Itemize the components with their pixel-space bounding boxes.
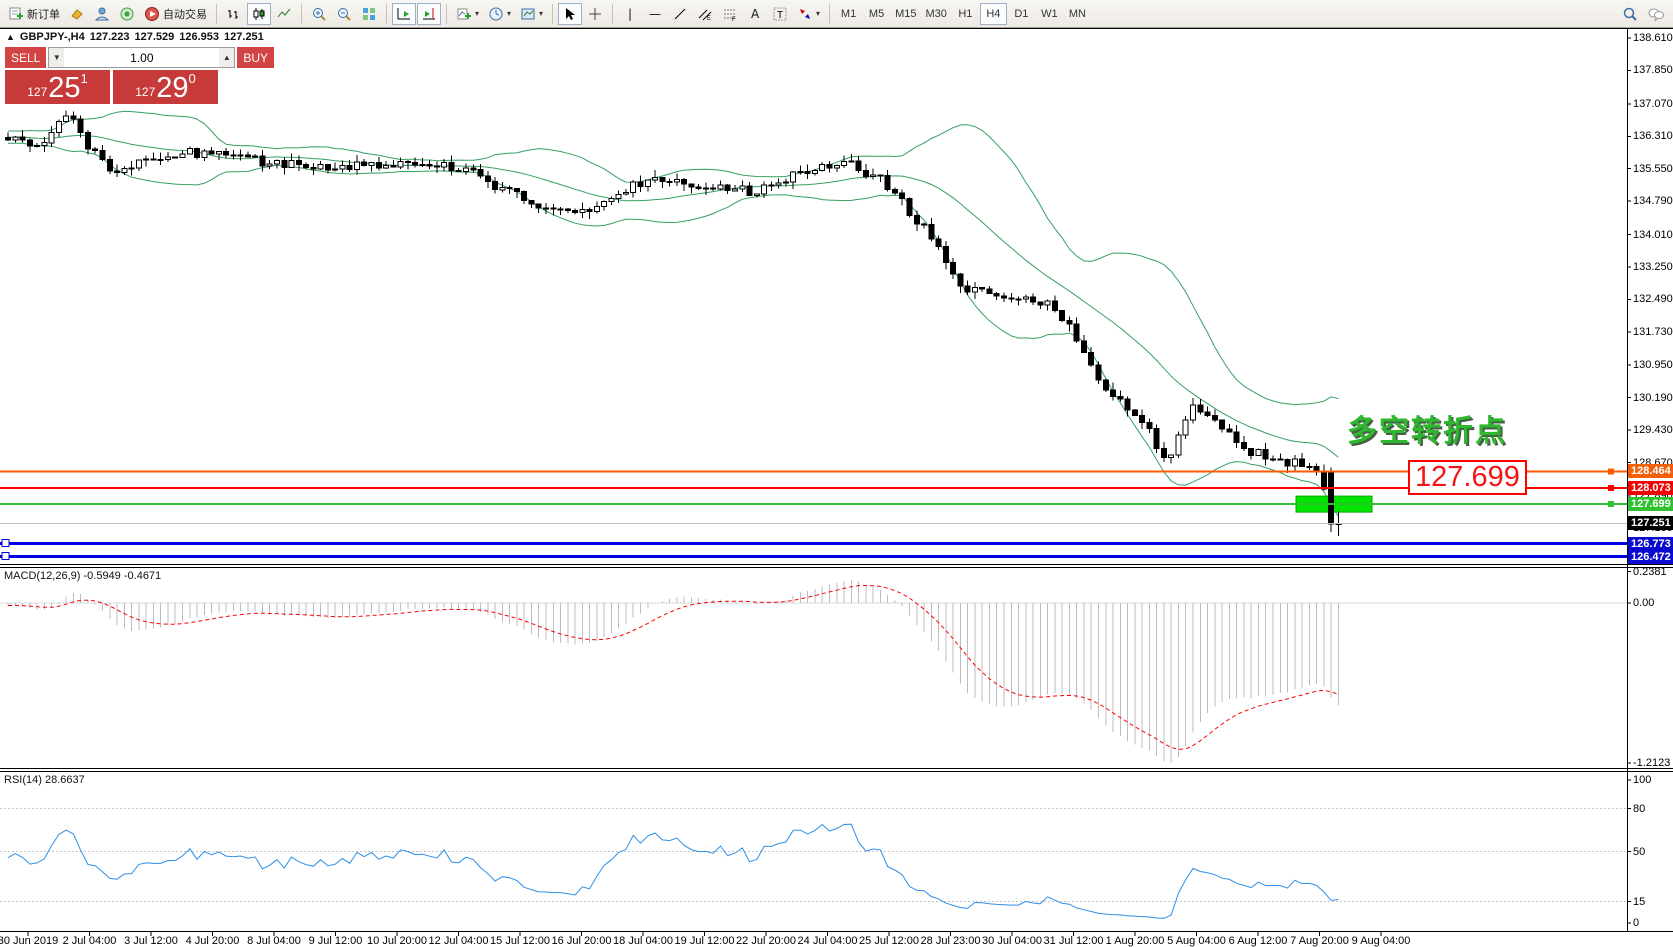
ohlc-high: 127.529 — [134, 31, 175, 43]
fibonacci-tool-letter: F — [732, 17, 736, 22]
sell-price-pip: 1 — [80, 71, 88, 86]
timeframe-m15[interactable]: M15 — [891, 3, 920, 25]
horizontal-line-tool-button[interactable]: — — [643, 3, 667, 25]
fibonacci-tool-button[interactable]: F — [718, 3, 742, 25]
volume-stepper: ▼ ▲ — [48, 47, 236, 68]
candlestick-chart-button[interactable] — [247, 2, 271, 25]
new-chart-button[interactable]: ▾ — [452, 3, 483, 25]
rsi-indicator-label: RSI(14) 28.6637 — [4, 774, 85, 786]
volume-increase-button[interactable]: ▲ — [219, 48, 235, 67]
sell-price-big: 25 — [48, 72, 81, 104]
timeframe-d1[interactable]: D1 — [1008, 3, 1035, 25]
sell-price-prefix: 127 — [27, 85, 48, 99]
profile-button[interactable] — [65, 3, 89, 25]
templates-button[interactable]: ▾ — [516, 3, 547, 25]
macd-signal-value: -0.4671 — [123, 570, 162, 582]
ohlc-open: 127.223 — [89, 31, 130, 43]
zoom-out-button[interactable] — [332, 3, 356, 25]
chart-title: ▲ GBPJPY-,H4 127.223 127.529 126.953 127… — [6, 31, 264, 43]
text-tool-button[interactable]: A — [743, 3, 767, 25]
buy-price-prefix: 127 — [135, 85, 156, 99]
volume-input[interactable] — [64, 48, 220, 67]
label-tool-letter: T — [777, 10, 783, 21]
chat-icon[interactable] — [1643, 3, 1669, 25]
periods-button[interactable]: ▾ — [484, 3, 515, 25]
search-icon[interactable] — [1618, 3, 1642, 25]
data-window-button[interactable] — [115, 3, 139, 25]
vertical-line-tool-button[interactable]: | — [618, 3, 642, 25]
new-order-label: 新订单 — [27, 8, 60, 21]
chart-shift-button[interactable] — [417, 2, 441, 25]
buy-button[interactable]: BUY — [237, 47, 275, 68]
sell-button[interactable]: SELL — [5, 47, 47, 68]
zoom-in-button[interactable] — [307, 3, 331, 25]
buy-price-big: 29 — [156, 72, 189, 104]
channel-tool-button[interactable]: E — [693, 3, 717, 25]
macd-indicator-label: MACD(12,26,9) -0.5949 -0.4671 — [4, 570, 162, 582]
tile-windows-button[interactable] — [357, 3, 381, 25]
collapse-panel-arrow[interactable]: ▲ — [6, 32, 15, 42]
cursor-tool-button[interactable] — [558, 2, 583, 25]
autotrading-button[interactable]: 自动交易 — [140, 3, 211, 25]
volume-decrease-button[interactable]: ▼ — [49, 48, 65, 67]
crosshair-tool-button[interactable] — [583, 3, 607, 25]
ohlc-close: 127.251 — [224, 31, 264, 43]
timeframe-mn[interactable]: MN — [1064, 3, 1091, 25]
timeframe-h1[interactable]: H1 — [952, 3, 979, 25]
toolbar: 新订单 自动交易 — [0, 0, 1673, 28]
timeframe-m5[interactable]: M5 — [863, 3, 890, 25]
timeframe-w1[interactable]: W1 — [1036, 3, 1063, 25]
turning-point-annotation[interactable]: 多空转折点 — [1347, 415, 1507, 448]
price-callout-box[interactable]: 127.699 — [1408, 460, 1527, 495]
arrows-tool-button[interactable]: ▾ — [793, 3, 824, 25]
one-click-trading-panel: SELL ▼ ▲ BUY 127 25 1 127 29 0 — [5, 47, 275, 104]
timeframe-m30[interactable]: M30 — [921, 3, 950, 25]
buy-price-pip: 0 — [188, 71, 196, 86]
rsi-value: 28.6637 — [44, 774, 85, 786]
line-chart-button[interactable] — [272, 3, 296, 25]
buy-price-box[interactable]: 127 29 0 — [113, 70, 218, 104]
autotrading-label: 自动交易 — [163, 8, 207, 21]
macd-main-value: -0.5949 — [83, 570, 121, 582]
symbol-period-label: GBPJPY-,H4 — [19, 31, 85, 43]
timeframe-h4[interactable]: H4 — [979, 2, 1007, 25]
bar-chart-button[interactable] — [222, 3, 246, 25]
channel-tool-letter: E — [707, 16, 711, 22]
auto-scroll-button[interactable] — [392, 2, 416, 25]
ohlc-low: 126.953 — [179, 31, 220, 43]
market-watch-button[interactable] — [90, 3, 114, 25]
timeframe-group: M1 M5 M15 M30 H1 H4 D1 W1 MN — [835, 2, 1091, 25]
sell-price-box[interactable]: 127 25 1 — [5, 70, 110, 104]
label-tool-button[interactable]: T — [768, 3, 792, 25]
trendline-tool-button[interactable] — [668, 3, 692, 25]
new-order-button[interactable]: 新订单 — [4, 3, 64, 25]
timeframe-m1[interactable]: M1 — [835, 3, 862, 25]
